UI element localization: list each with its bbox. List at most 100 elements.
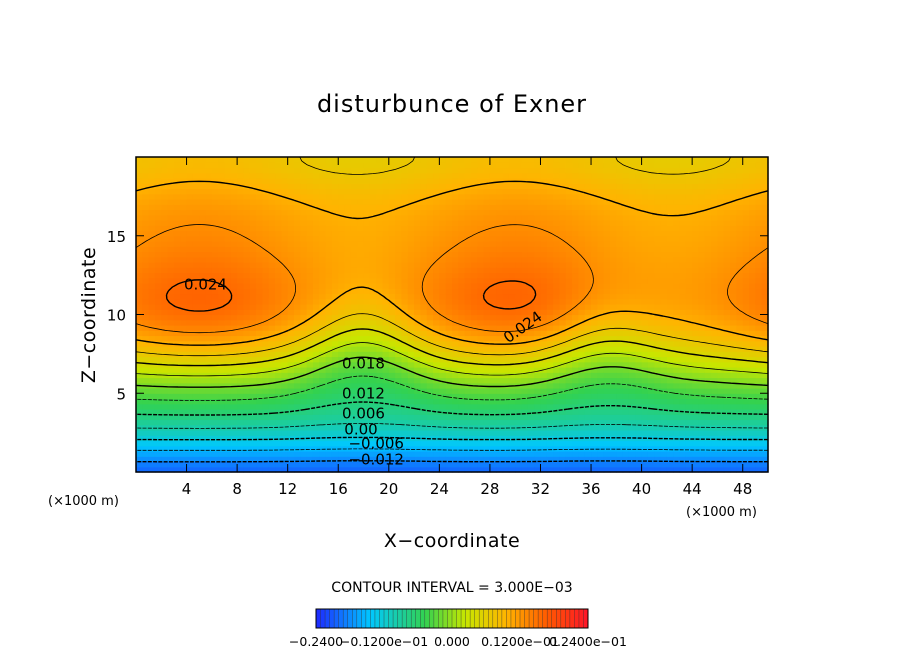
field-cell: [395, 424, 403, 431]
field-cell: [540, 461, 548, 468]
field-cell: [338, 167, 346, 174]
field-cell: [192, 440, 200, 447]
field-cell: [395, 209, 403, 216]
field-cell: [281, 461, 289, 468]
field-cell: [502, 225, 510, 232]
field-cell: [205, 319, 213, 326]
field-cell: [281, 209, 289, 216]
field-cell: [376, 167, 384, 174]
field-cell: [515, 409, 523, 415]
field-cell: [344, 172, 352, 179]
field-cell: [508, 309, 516, 316]
field-cell: [312, 283, 320, 289]
field-cell: [572, 199, 579, 205]
field-cell: [148, 209, 156, 216]
field-cell: [369, 272, 377, 279]
field-cell: [281, 283, 289, 289]
field-cell: [591, 262, 598, 268]
field-cell: [306, 419, 314, 426]
field-cell: [382, 204, 390, 211]
field-cell: [136, 220, 143, 226]
field-cell: [572, 340, 579, 347]
field-cell: [167, 461, 175, 468]
field-cell: [654, 298, 662, 305]
field-cell: [527, 193, 535, 200]
field-cell: [458, 267, 466, 274]
field-cell: [660, 382, 668, 389]
field-cell: [521, 351, 529, 358]
field-cell: [641, 199, 649, 205]
field-cell: [388, 330, 396, 337]
field-cell: [527, 414, 535, 421]
field-cell: [142, 414, 150, 421]
field-cell: [610, 461, 617, 468]
field-cell: [591, 445, 598, 452]
field-cell: [186, 466, 194, 473]
field-cell: [331, 445, 339, 452]
field-cell: [578, 466, 586, 473]
field-cell: [230, 183, 238, 190]
field-cell: [534, 162, 542, 169]
field-cell: [654, 361, 662, 368]
field-cell: [420, 430, 428, 436]
field-cell: [584, 293, 592, 300]
field-cell: [148, 193, 156, 200]
field-cell: [433, 304, 440, 310]
field-cell: [521, 267, 529, 274]
field-cell: [496, 440, 504, 447]
field-cell: [433, 293, 440, 300]
field-cell: [287, 445, 295, 452]
field-cell: [616, 304, 624, 310]
field-cell: [287, 403, 295, 410]
field-cell: [382, 367, 390, 373]
field-cell: [388, 440, 396, 447]
field-cell: [565, 283, 573, 289]
field-cell: [597, 183, 605, 190]
field-cell: [369, 220, 377, 226]
field-cell: [401, 178, 409, 184]
field-cell: [433, 209, 440, 216]
field-cell: [363, 193, 371, 200]
field-cell: [553, 293, 561, 300]
field-cell: [521, 183, 529, 190]
field-cell: [180, 199, 188, 205]
field-cell: [603, 256, 611, 263]
field-cell: [312, 451, 320, 457]
field-cell: [635, 288, 643, 295]
field-cell: [458, 461, 466, 468]
field-cell: [647, 288, 655, 295]
field-cell: [401, 361, 409, 368]
field-cell: [635, 225, 643, 232]
field-cell: [521, 445, 529, 452]
field-cell: [401, 356, 409, 363]
field-cell: [452, 409, 459, 415]
field-cell: [584, 272, 592, 279]
field-cell: [331, 382, 339, 389]
field-cell: [628, 188, 636, 195]
field-cell: [211, 340, 219, 347]
field-cell: [243, 193, 251, 200]
field-cell: [572, 256, 579, 263]
field-cell: [401, 419, 409, 426]
field-cell: [483, 246, 491, 253]
field-cell: [597, 220, 605, 226]
field-cell: [470, 340, 478, 347]
field-cell: [281, 172, 289, 179]
field-cell: [199, 256, 207, 263]
field-cell: [616, 246, 624, 253]
field-cell: [464, 246, 472, 253]
field-cell: [376, 188, 384, 195]
field-cell: [312, 256, 320, 263]
field-cell: [534, 414, 542, 421]
field-cell: [325, 225, 333, 232]
field-cell: [369, 382, 377, 389]
field-cell: [148, 430, 156, 436]
field-cell: [546, 388, 554, 394]
field-cell: [603, 214, 611, 221]
field-cell: [464, 314, 472, 321]
field-cell: [654, 277, 662, 284]
field-cell: [635, 220, 643, 226]
field-cell: [237, 220, 245, 226]
field-cell: [470, 230, 478, 237]
